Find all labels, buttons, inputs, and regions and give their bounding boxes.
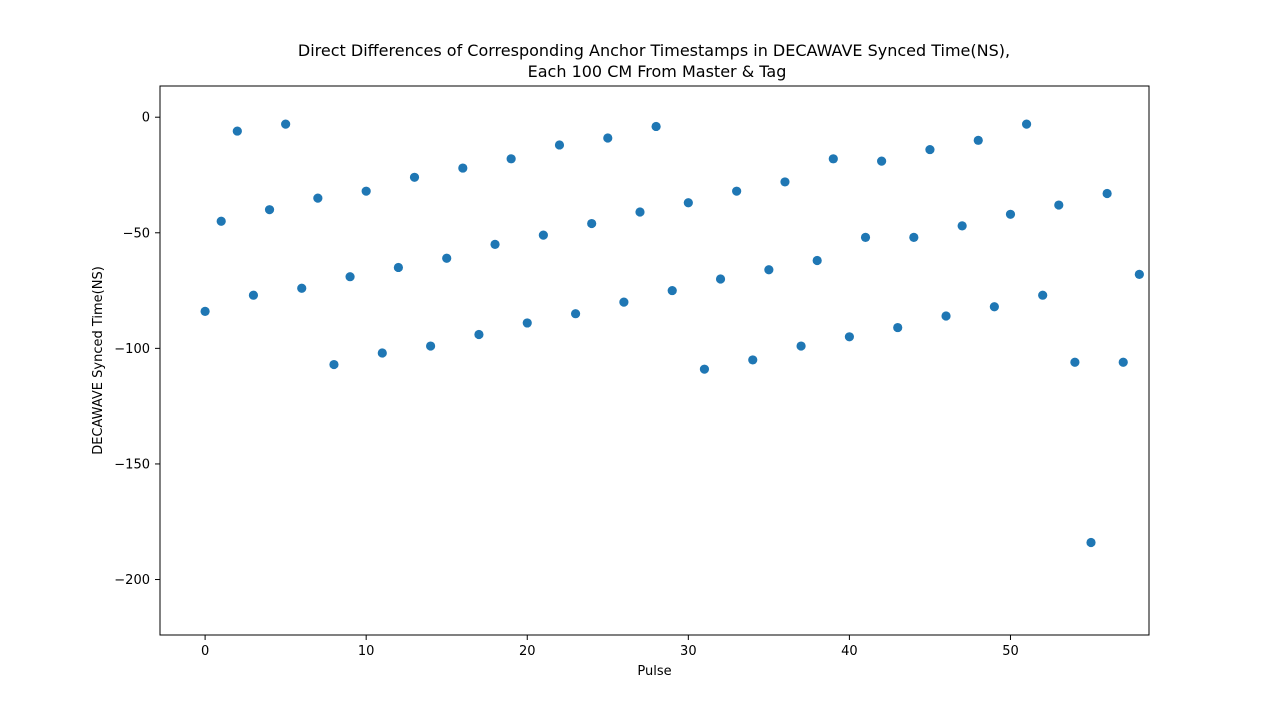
data-point bbox=[474, 329, 484, 340]
data-point bbox=[893, 322, 903, 333]
data-points bbox=[200, 119, 1144, 548]
y-tick-label: −200 bbox=[114, 573, 150, 588]
plot-area-frame bbox=[159, 85, 1150, 636]
data-point bbox=[683, 198, 693, 208]
data-point bbox=[1005, 209, 1016, 219]
data-point bbox=[554, 140, 565, 150]
y-tick-label: −150 bbox=[114, 457, 150, 472]
data-point bbox=[989, 302, 999, 312]
data-point bbox=[651, 121, 661, 132]
data-point bbox=[1070, 357, 1080, 367]
data-point bbox=[264, 205, 275, 215]
data-point bbox=[619, 297, 629, 307]
x-axis-ticks: 0 10 20 30 40 50 bbox=[201, 635, 1019, 659]
data-point bbox=[603, 133, 613, 143]
data-point bbox=[297, 283, 307, 293]
y-tick-label: 0 bbox=[142, 111, 150, 126]
data-point bbox=[860, 232, 871, 243]
data-point bbox=[1054, 200, 1064, 210]
x-tick-label: 10 bbox=[358, 644, 375, 659]
data-point bbox=[442, 253, 452, 263]
y-axis-ticks: 0 −50 −100 −150 −200 bbox=[114, 111, 160, 588]
chart-title-line-2: Each 100 CM From Master & Tag bbox=[528, 62, 787, 81]
data-point bbox=[764, 265, 774, 275]
chart-title-line-1: Direct Differences of Corresponding Anch… bbox=[298, 41, 1010, 60]
x-tick-label: 40 bbox=[841, 644, 858, 659]
data-point bbox=[732, 186, 742, 196]
y-axis-label: DECAWAVE Synced Time(NS) bbox=[91, 266, 106, 455]
data-point bbox=[699, 364, 710, 374]
data-point bbox=[1134, 269, 1144, 279]
data-point bbox=[925, 144, 935, 155]
data-point bbox=[522, 318, 532, 328]
data-point bbox=[796, 341, 806, 351]
data-point bbox=[345, 272, 355, 282]
data-point bbox=[1021, 119, 1032, 129]
x-axis-label: Pulse bbox=[637, 664, 671, 679]
data-point bbox=[248, 290, 259, 300]
data-point bbox=[377, 348, 387, 358]
data-point bbox=[361, 186, 371, 196]
data-point bbox=[973, 135, 983, 145]
data-point bbox=[780, 177, 790, 187]
data-point bbox=[458, 163, 468, 173]
data-point bbox=[1118, 357, 1128, 367]
data-point bbox=[393, 262, 403, 273]
data-point bbox=[844, 332, 855, 342]
data-point bbox=[957, 221, 967, 231]
data-point bbox=[216, 216, 226, 226]
data-point bbox=[587, 218, 597, 229]
x-tick-label: 50 bbox=[1002, 644, 1019, 659]
data-point bbox=[506, 154, 516, 164]
x-tick-label: 0 bbox=[201, 644, 209, 659]
data-point bbox=[329, 359, 339, 370]
data-point bbox=[232, 126, 242, 136]
data-point bbox=[281, 119, 291, 129]
data-point bbox=[909, 232, 919, 243]
data-point bbox=[200, 306, 210, 316]
data-point bbox=[667, 285, 677, 296]
data-point bbox=[570, 309, 581, 319]
data-point bbox=[409, 172, 420, 182]
data-point bbox=[426, 341, 436, 351]
data-point bbox=[1086, 537, 1096, 548]
data-point bbox=[538, 230, 548, 240]
data-point bbox=[490, 239, 500, 249]
data-point bbox=[748, 355, 758, 365]
x-tick-label: 20 bbox=[519, 644, 536, 659]
data-point bbox=[313, 193, 323, 203]
data-point bbox=[812, 255, 822, 266]
data-point bbox=[828, 154, 838, 164]
y-tick-label: −100 bbox=[114, 342, 150, 357]
x-tick-label: 30 bbox=[680, 644, 697, 659]
data-point bbox=[1102, 188, 1112, 199]
y-tick-label: −50 bbox=[123, 226, 150, 241]
data-point bbox=[877, 156, 887, 166]
data-point bbox=[1038, 290, 1048, 300]
data-point bbox=[715, 274, 726, 284]
data-point bbox=[635, 207, 645, 217]
data-point bbox=[941, 311, 951, 321]
